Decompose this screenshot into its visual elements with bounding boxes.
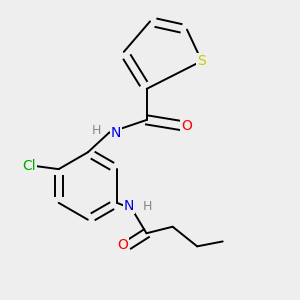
- Text: Cl: Cl: [22, 159, 36, 173]
- Text: N: N: [111, 126, 121, 140]
- Text: H: H: [143, 200, 152, 213]
- Text: O: O: [181, 119, 192, 134]
- Text: S: S: [197, 54, 206, 68]
- Text: O: O: [117, 238, 128, 252]
- Text: N: N: [124, 199, 134, 213]
- Text: H: H: [92, 124, 101, 136]
